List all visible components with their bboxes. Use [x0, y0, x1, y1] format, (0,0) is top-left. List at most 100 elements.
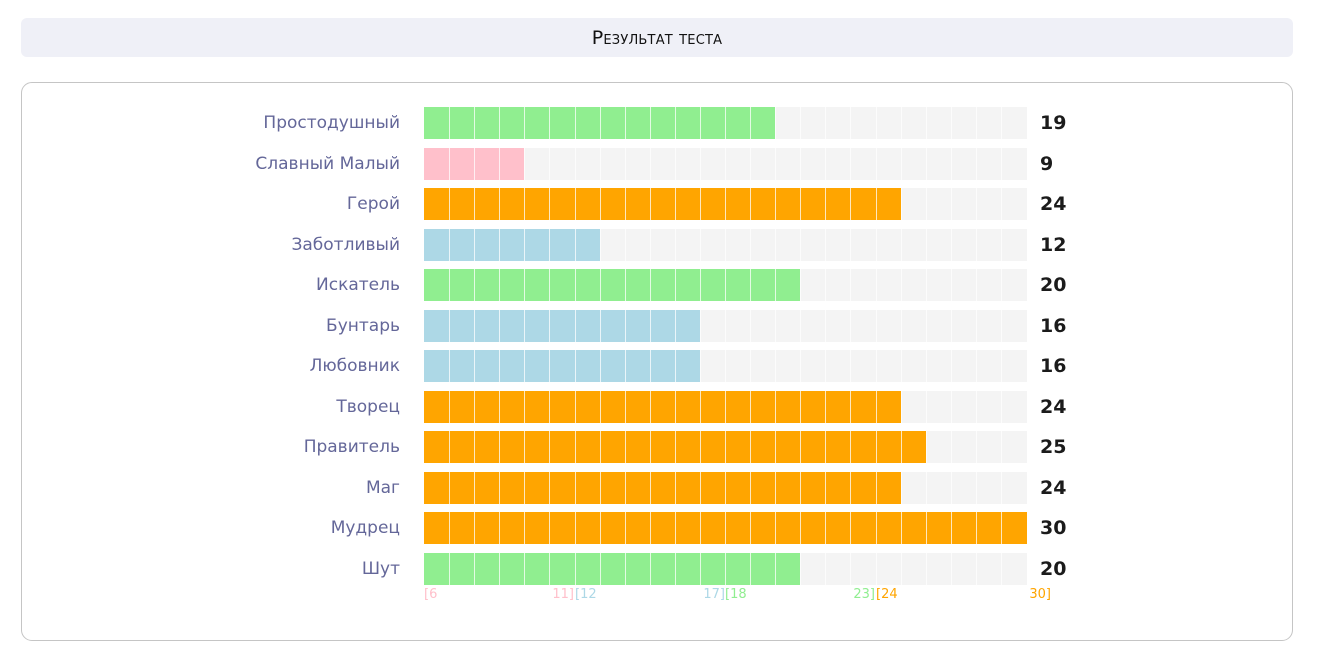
bar-segment: [600, 350, 626, 382]
bar-row: Правитель 25: [22, 431, 1292, 465]
bar-segment: [575, 350, 601, 382]
bar-segment: [775, 350, 801, 382]
bar-segment: [800, 552, 826, 585]
bar-segment: [1001, 107, 1027, 139]
bar-segment: [524, 471, 550, 504]
bar-track: [424, 512, 1027, 544]
bar-segment: [575, 309, 601, 342]
bar-label: Правитель: [303, 437, 400, 457]
bar-segment: [650, 512, 676, 544]
bar-segment: [700, 107, 726, 139]
bar-segment: [951, 107, 977, 139]
bar-segment: [951, 350, 977, 382]
bar-value: 24: [1040, 193, 1067, 215]
bar-segment: [951, 309, 977, 342]
bar-segment: [549, 471, 575, 504]
bar-segment: [725, 350, 751, 382]
bar-value: 20: [1040, 274, 1067, 296]
bar-track: [424, 228, 1027, 261]
bar-segment: [976, 390, 1002, 423]
bar-segment: [700, 350, 726, 382]
bar-segment: [901, 552, 927, 585]
bar-segment: [725, 431, 751, 463]
bar-segment: [926, 107, 952, 139]
bar-segment: [424, 471, 449, 504]
bar-value: 9: [1040, 152, 1054, 175]
bar-segment: [850, 269, 876, 301]
bar-segment: [1001, 471, 1027, 504]
bar-segment: [1001, 309, 1027, 342]
bar-segment: [825, 431, 851, 463]
bar-segment: [700, 512, 726, 544]
bar-segment: [1001, 147, 1027, 180]
bar-segment: [951, 512, 977, 544]
bar-segment: [675, 471, 701, 504]
bar-segment: [499, 107, 525, 139]
bar-row: Герой 24: [22, 188, 1292, 222]
bar-segment: [850, 431, 876, 463]
bar-track: [424, 350, 1027, 382]
bar-segment: [449, 552, 475, 585]
bar-segment: [625, 390, 651, 423]
bar-segment: [725, 552, 751, 585]
bar-segment: [524, 147, 550, 180]
bar-segment: [499, 431, 525, 463]
bar-label: Любовник: [309, 356, 400, 376]
bar-segment: [424, 309, 449, 342]
bar-segment: [976, 471, 1002, 504]
bar-segment: [825, 471, 851, 504]
bar-segment: [650, 188, 676, 220]
bar-segment: [750, 512, 776, 544]
bar-segment: [549, 228, 575, 261]
bar-segment: [976, 552, 1002, 585]
bar-row: Шут 20: [22, 552, 1292, 587]
bar-row: Искатель 20: [22, 269, 1292, 303]
bar-row: Простодушный 19: [22, 107, 1292, 141]
bar-segment: [650, 228, 676, 261]
bar-segment: [700, 228, 726, 261]
bar-segment: [625, 269, 651, 301]
bar-segment: [951, 147, 977, 180]
bar-segment: [901, 269, 927, 301]
bar-segment: [549, 350, 575, 382]
bar-segment: [1001, 188, 1027, 220]
bar-segment: [524, 552, 550, 585]
bar-label: Маг: [365, 477, 400, 498]
bar-segment: [850, 350, 876, 382]
bar-segment: [449, 147, 475, 180]
bar-segment: [549, 269, 575, 301]
bar-segment: [750, 350, 776, 382]
bar-value: 25: [1040, 436, 1067, 458]
bar-segment: [951, 269, 977, 301]
bar-row: Бунтарь 16: [22, 309, 1292, 344]
bar-segment: [876, 309, 902, 342]
bar-segment: [650, 552, 676, 585]
bar-segment: [876, 269, 902, 301]
bar-segment: [600, 147, 626, 180]
bar-segment: [499, 512, 525, 544]
bar-segment: [575, 471, 601, 504]
bar-segment: [800, 350, 826, 382]
bar-segment: [499, 552, 525, 585]
range-end-label: 23]: [853, 587, 875, 602]
bar-segment: [499, 471, 525, 504]
bar-segment: [725, 107, 751, 139]
bar-segment: [775, 228, 801, 261]
bar-segment: [499, 269, 525, 301]
bar-segment: [850, 147, 876, 180]
bar-segment: [499, 147, 525, 180]
bar-segment: [625, 309, 651, 342]
bar-segment: [449, 512, 475, 544]
bar-segment: [850, 390, 876, 423]
bar-segment: [474, 552, 500, 585]
bar-segment: [775, 390, 801, 423]
bar-segment: [750, 471, 776, 504]
bar-segment: [825, 107, 851, 139]
bar-label: Шут: [361, 558, 400, 579]
bar-segment: [424, 269, 449, 301]
bar-segment: [675, 107, 701, 139]
bar-segment: [850, 512, 876, 544]
bar-segment: [675, 228, 701, 261]
range-axis: [6 11] [12 17] [18 23] [24 30]: [424, 586, 1051, 604]
bar-segment: [474, 390, 500, 423]
